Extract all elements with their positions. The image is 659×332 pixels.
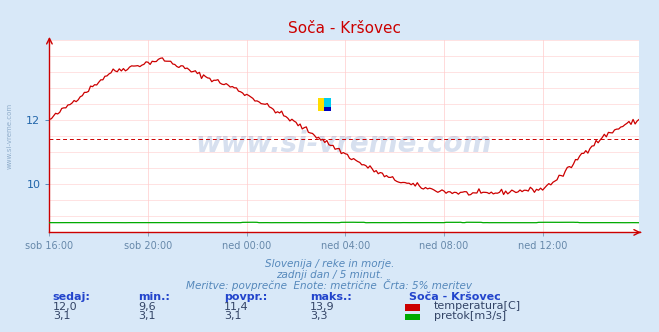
Text: 3,3: 3,3 — [310, 311, 328, 321]
Text: zadnji dan / 5 minut.: zadnji dan / 5 minut. — [276, 270, 383, 280]
Text: Meritve: povprečne  Enote: metrične  Črta: 5% meritev: Meritve: povprečne Enote: metrične Črta:… — [186, 279, 473, 290]
Text: sedaj:: sedaj: — [53, 292, 90, 302]
Text: temperatura[C]: temperatura[C] — [434, 301, 521, 311]
Text: 3,1: 3,1 — [224, 311, 242, 321]
Bar — [324, 107, 331, 111]
Text: min.:: min.: — [138, 292, 170, 302]
Text: 9,6: 9,6 — [138, 302, 156, 312]
Text: povpr.:: povpr.: — [224, 292, 268, 302]
Bar — [324, 98, 331, 107]
Title: Soča - Kršovec: Soča - Kršovec — [288, 21, 401, 36]
Text: www.si-vreme.com: www.si-vreme.com — [7, 103, 13, 169]
Text: 12,0: 12,0 — [53, 302, 77, 312]
Text: 3,1: 3,1 — [53, 311, 71, 321]
Text: Slovenija / reke in morje.: Slovenija / reke in morje. — [265, 259, 394, 269]
Text: maks.:: maks.: — [310, 292, 351, 302]
Text: pretok[m3/s]: pretok[m3/s] — [434, 311, 505, 321]
Bar — [318, 98, 324, 111]
Text: 3,1: 3,1 — [138, 311, 156, 321]
Text: 11,4: 11,4 — [224, 302, 248, 312]
Text: www.si-vreme.com: www.si-vreme.com — [196, 130, 492, 158]
Text: Soča - Kršovec: Soča - Kršovec — [409, 292, 500, 302]
Text: 13,9: 13,9 — [310, 302, 334, 312]
